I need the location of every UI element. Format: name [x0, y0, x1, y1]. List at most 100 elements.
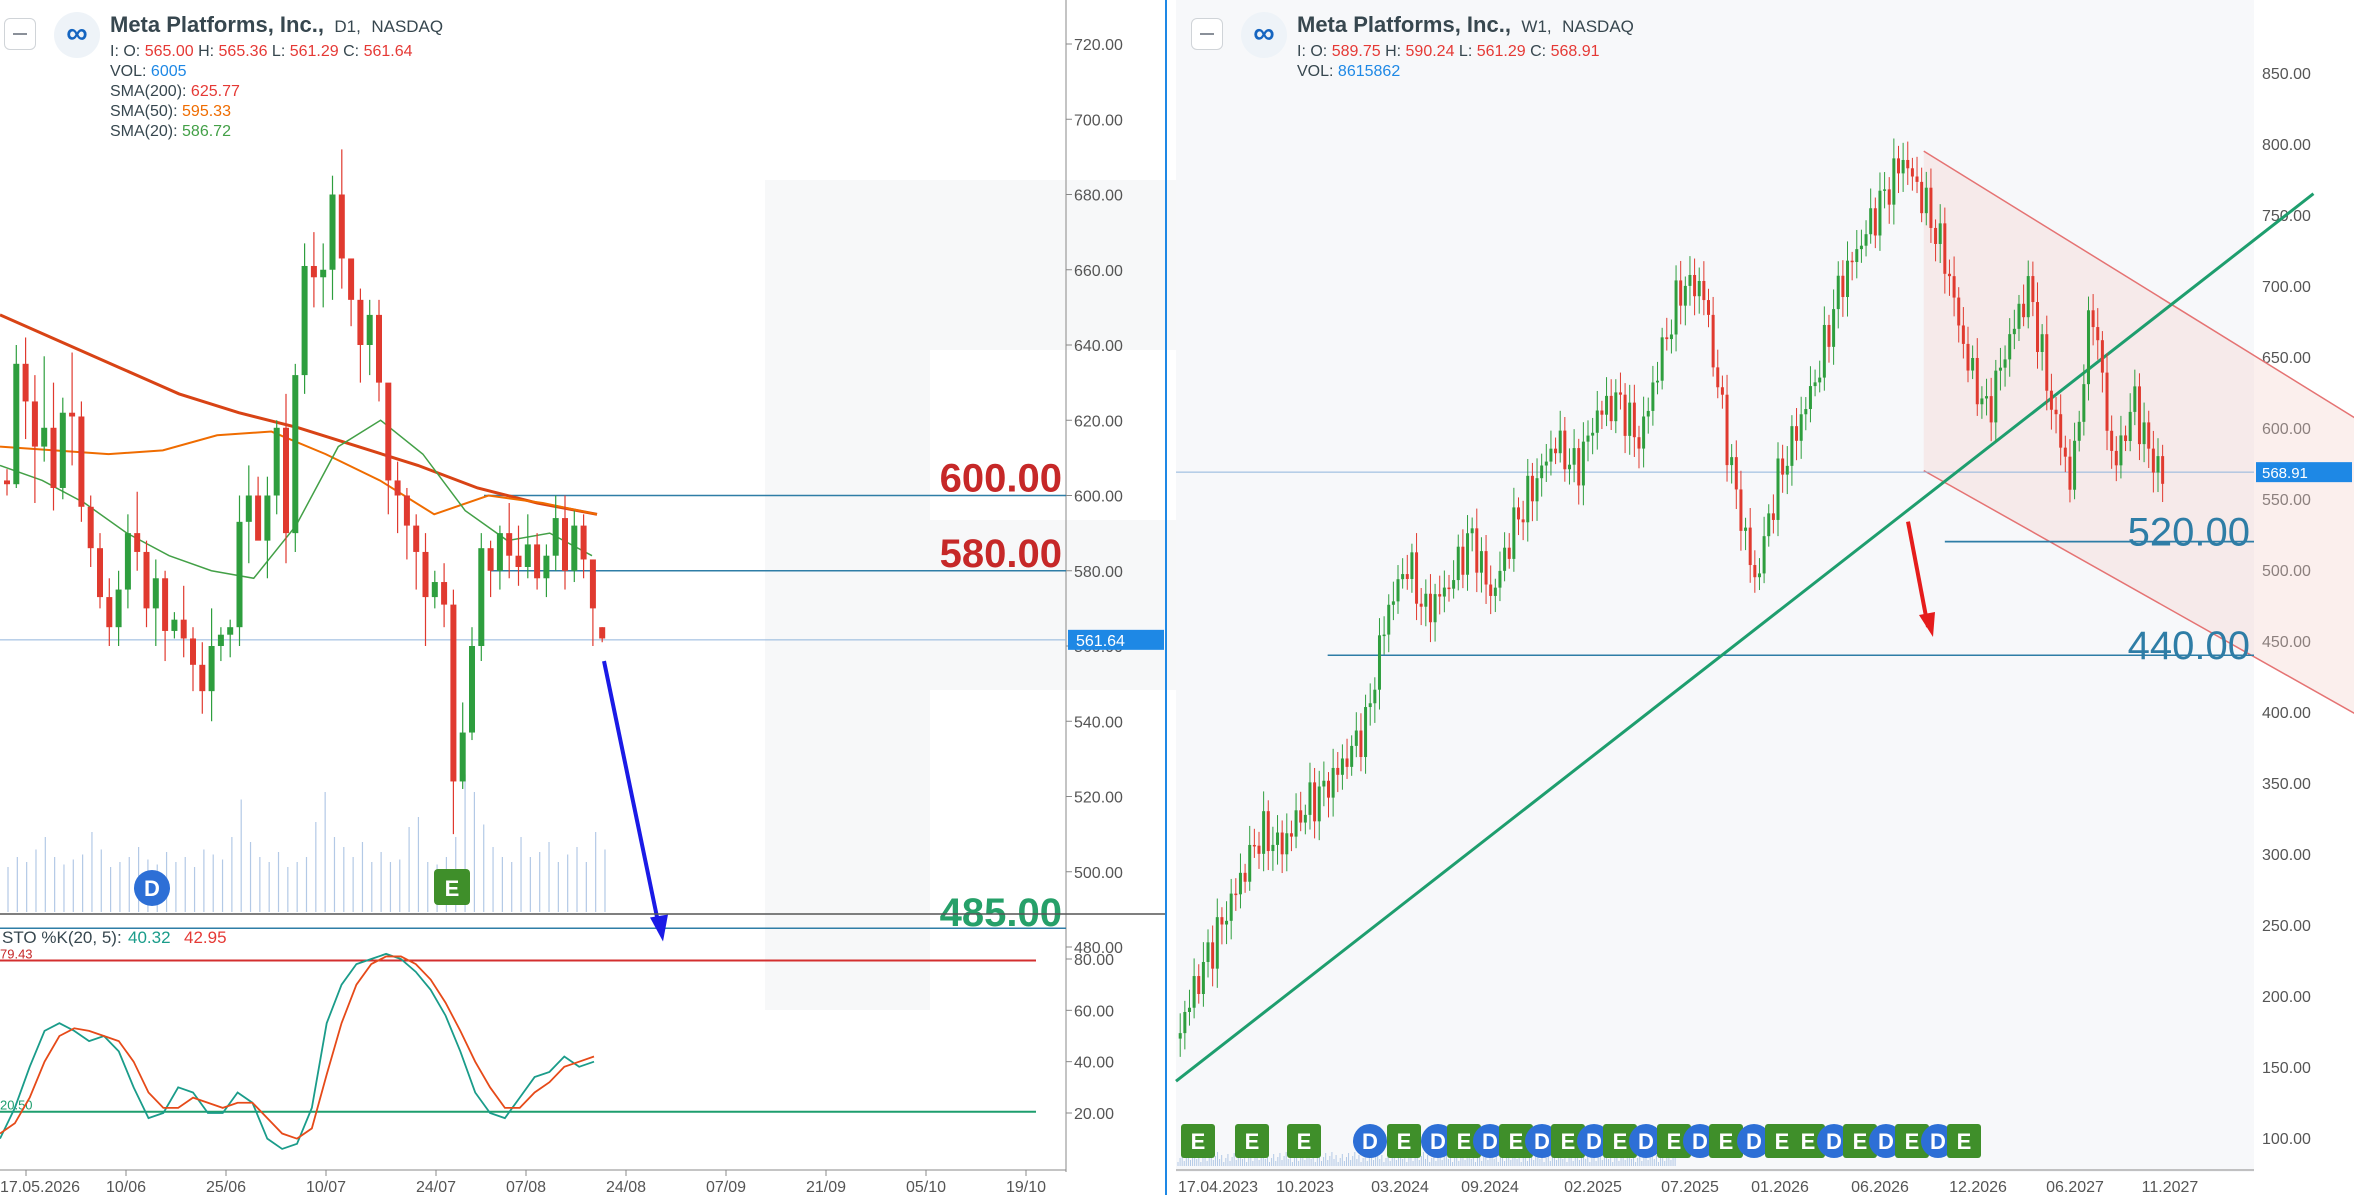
time-axis-tick-label: 17.05.2026	[0, 1179, 80, 1195]
event-marker-label: D	[1826, 1129, 1842, 1154]
collapse-legend-button[interactable]	[4, 18, 36, 50]
candle-body	[1294, 810, 1298, 837]
candle-body	[1605, 395, 1609, 415]
dividend-marker-icon[interactable]	[1629, 1124, 1663, 1158]
candle-body	[1382, 634, 1386, 637]
event-marker-label: D	[1482, 1129, 1498, 1154]
earnings-marker-icon[interactable]	[1657, 1124, 1691, 1158]
candle-body	[1340, 758, 1344, 775]
earnings-marker-icon[interactable]	[1551, 1124, 1585, 1158]
dividend-marker-icon[interactable]	[1817, 1124, 1851, 1158]
dividend-marker-icon[interactable]	[1525, 1124, 1559, 1158]
dividend-marker-icon[interactable]	[1869, 1124, 1903, 1158]
earnings-marker-icon[interactable]	[1235, 1124, 1269, 1158]
candle-body	[1415, 552, 1419, 604]
event-marker-label: E	[1457, 1129, 1472, 1154]
earnings-marker-icon[interactable]	[1181, 1124, 1215, 1158]
dividend-marker-icon[interactable]	[1737, 1124, 1771, 1158]
forecast-arrow-line	[1906, 521, 1930, 628]
time-axis-tick-label: 07.2025	[1661, 1179, 1719, 1195]
dividend-marker-icon[interactable]	[1353, 1124, 1387, 1158]
candle-body	[1271, 844, 1275, 852]
candle-body	[2012, 328, 2016, 335]
channel-upper-line[interactable]	[1923, 150, 2354, 549]
earnings-marker-icon[interactable]	[1499, 1124, 1533, 1158]
timeframe[interactable]: W1,	[1521, 17, 1552, 36]
dividend-marker-icon[interactable]	[1421, 1124, 1455, 1158]
low-label: L:	[271, 43, 286, 60]
candle-body	[1359, 730, 1363, 758]
candle-body	[1943, 223, 1947, 274]
ohlc-row: I: O: 565.00 H: 565.36 L: 561.29 C: 561.…	[110, 42, 443, 62]
candle-body	[1544, 461, 1548, 466]
open-value: 589.75	[1331, 43, 1381, 60]
candle-body	[385, 382, 392, 481]
candle-body	[1869, 208, 1873, 235]
candle-body	[1516, 507, 1520, 520]
high-value: 565.36	[218, 43, 268, 60]
event-marker-label: E	[1957, 1129, 1972, 1154]
candle-body	[589, 559, 596, 609]
candle-body	[1331, 767, 1335, 798]
candle-body	[1257, 845, 1261, 854]
earnings-marker-icon[interactable]	[1447, 1124, 1481, 1158]
dividend-marker-icon[interactable]	[1473, 1124, 1507, 1158]
meta-logo-icon: ∞	[54, 12, 100, 58]
earnings-marker-icon[interactable]	[1603, 1124, 1637, 1158]
earnings-marker-icon[interactable]	[1843, 1124, 1877, 1158]
sma200-line	[0, 313, 598, 516]
candle-body	[422, 551, 429, 598]
earnings-marker-icon[interactable]	[1765, 1124, 1799, 1158]
candle-body	[1581, 441, 1585, 486]
earnings-marker-icon[interactable]	[1791, 1124, 1825, 1158]
channel-lower-line[interactable]	[1923, 469, 2354, 833]
earnings-marker-icon[interactable]	[1287, 1124, 1321, 1158]
earnings-marker-icon[interactable]	[434, 869, 470, 905]
timeframe[interactable]: D1,	[334, 17, 361, 36]
candle-body	[1461, 546, 1465, 575]
earnings-marker-icon[interactable]	[1387, 1124, 1421, 1158]
candle-body	[1859, 245, 1863, 250]
dividend-marker-icon[interactable]	[1577, 1124, 1611, 1158]
candle-body	[329, 194, 336, 270]
dividend-marker-icon[interactable]	[134, 870, 170, 906]
earnings-marker-icon[interactable]	[1709, 1124, 1743, 1158]
volume-value: 6005	[150, 63, 187, 80]
candle-body	[2128, 411, 2132, 442]
price-axis-tick-label: 600.00	[2262, 421, 2311, 438]
candle-body	[273, 427, 280, 496]
volume-label: VOL:	[110, 63, 147, 80]
candle-body	[1206, 942, 1210, 962]
candle-body	[2022, 303, 2026, 318]
time-axis-tick-label: 03.2024	[1371, 1179, 1429, 1195]
candle-body	[1447, 587, 1451, 590]
price-axis-tick-label: 250.00	[2262, 918, 2311, 935]
sma20-row[interactable]: SMA(20): 586.72	[110, 122, 443, 142]
candle-body	[1716, 367, 1720, 388]
candle-body	[2137, 386, 2141, 445]
candle-body	[1428, 593, 1432, 623]
earnings-marker-icon[interactable]	[1895, 1124, 1929, 1158]
candle-body	[1864, 234, 1868, 246]
candle-body	[2077, 421, 2081, 441]
dividend-marker-icon[interactable]	[1683, 1124, 1717, 1158]
collapse-legend-button[interactable]	[1191, 18, 1223, 50]
event-marker-label: E	[1775, 1129, 1790, 1154]
candle-body	[2147, 422, 2151, 449]
candle-body	[310, 265, 317, 278]
stoch-k-line	[0, 952, 595, 1150]
price-axis-tick-label: 600.00	[1074, 489, 1123, 506]
price-axis-tick-label: 640.00	[1074, 338, 1123, 355]
candle-body	[1595, 410, 1599, 433]
close-value: 561.64	[363, 43, 413, 60]
candle-body	[1215, 917, 1219, 969]
dividend-marker-icon[interactable]	[1921, 1124, 1955, 1158]
price-axis-tick-label: 620.00	[1074, 413, 1123, 430]
sma200-row[interactable]: SMA(200): 625.77	[110, 82, 443, 102]
sma50-row[interactable]: SMA(50): 595.33	[110, 102, 443, 122]
earnings-marker-icon[interactable]	[1947, 1124, 1981, 1158]
candle-body	[1711, 314, 1715, 368]
candle-body	[1248, 844, 1252, 882]
uptrend-line[interactable]	[1175, 192, 2315, 1083]
candle-body	[1540, 465, 1544, 479]
